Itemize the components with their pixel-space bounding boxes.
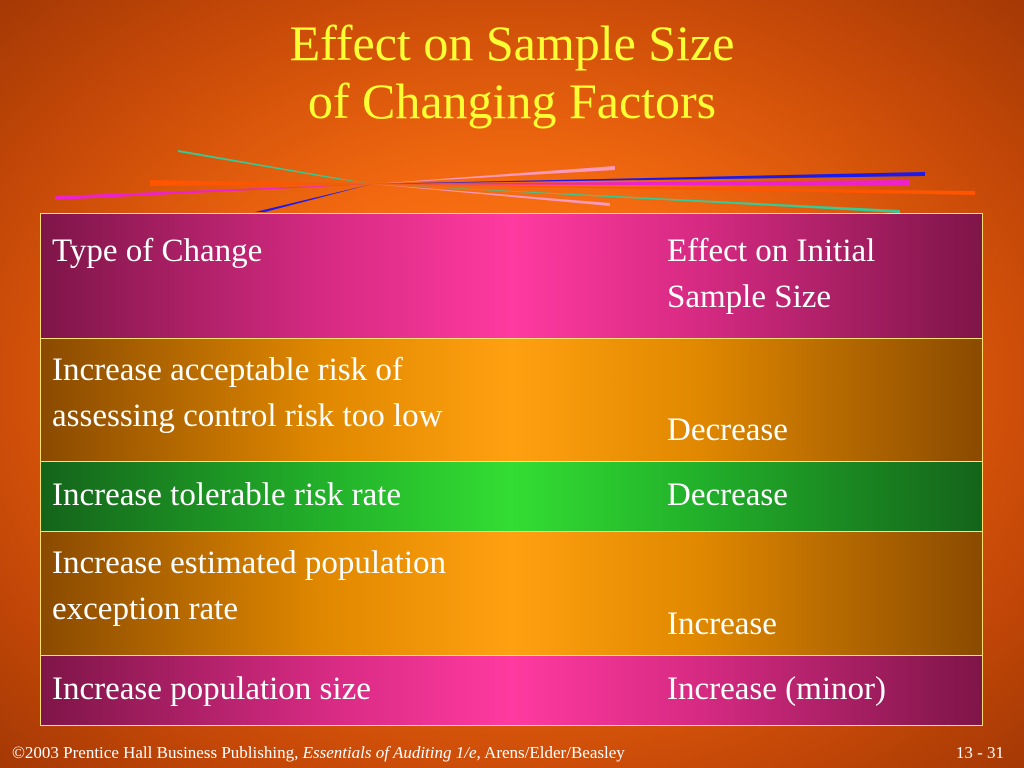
slide-title: Effect on Sample Size of Changing Factor… xyxy=(0,14,1024,130)
ray-pink-lower xyxy=(372,184,610,206)
ray-blue-left xyxy=(255,184,372,212)
ray-blue-right xyxy=(372,172,925,184)
footer-book-title: Essentials of Auditing 1/e, xyxy=(302,743,481,762)
header-effect: Effect on Initial Sample Size xyxy=(667,228,977,320)
ray-orange-left xyxy=(150,180,372,186)
header-effect-line-2: Sample Size xyxy=(667,279,832,315)
decorative-rays xyxy=(55,150,975,213)
sample-size-table: Type of Change Effect on Initial Sample … xyxy=(40,213,983,726)
ray-teal-right xyxy=(372,184,900,213)
row-change: Increase estimated population exception … xyxy=(52,540,652,632)
row-change-line-2: exception rate xyxy=(52,591,238,627)
ray-magenta-right xyxy=(372,180,910,186)
row-effect: Increase xyxy=(667,606,777,642)
title-line-1: Effect on Sample Size xyxy=(289,15,735,71)
row-effect: Decrease xyxy=(667,477,788,513)
table-row: Increase population size Increase (minor… xyxy=(41,655,982,725)
ray-orange-right xyxy=(372,184,975,195)
slide-number: 13 - 31 xyxy=(955,743,1004,762)
ray-pink-upper xyxy=(372,166,615,184)
row-effect: Decrease xyxy=(667,412,788,448)
table-header-row: Type of Change Effect on Initial Sample … xyxy=(41,214,982,338)
footer-copyright: ©2003 Prentice Hall Business Publishing, xyxy=(12,743,299,762)
header-effect-line-1: Effect on Initial xyxy=(667,233,876,269)
title-line-2: of Changing Factors xyxy=(307,73,717,129)
footer-credit: ©2003 Prentice Hall Business Publishing,… xyxy=(12,741,625,765)
row-effect: Increase (minor) xyxy=(667,671,886,707)
table-row: Increase tolerable risk rate Decrease xyxy=(41,461,982,531)
slide-footer: ©2003 Prentice Hall Business Publishing,… xyxy=(12,741,1012,765)
ray-magenta-left xyxy=(55,184,372,200)
row-change-line-1: Increase acceptable risk of xyxy=(52,352,403,388)
table-row: Increase acceptable risk of assessing co… xyxy=(41,338,982,461)
row-change-line-1: Increase estimated population xyxy=(52,545,447,581)
table-row: Increase estimated population exception … xyxy=(41,531,982,655)
footer-authors: Arens/Elder/Beasley xyxy=(484,743,625,762)
row-change: Increase acceptable risk of assessing co… xyxy=(52,347,652,439)
row-change-line-2: assessing control risk too low xyxy=(52,398,443,434)
row-change: Increase population size xyxy=(52,671,371,707)
row-change: Increase tolerable risk rate xyxy=(52,477,402,513)
header-type-of-change: Type of Change xyxy=(52,233,263,269)
ray-teal-upper xyxy=(178,150,372,184)
